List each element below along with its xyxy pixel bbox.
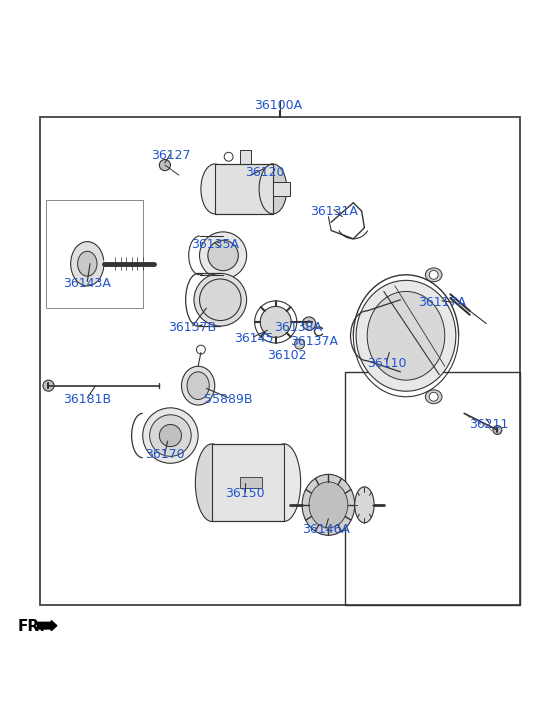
Bar bbox=[240, 477, 262, 489]
Bar bbox=[212, 444, 284, 521]
Bar bbox=[40, 117, 520, 605]
Ellipse shape bbox=[159, 425, 182, 446]
Ellipse shape bbox=[199, 279, 241, 321]
Ellipse shape bbox=[77, 252, 97, 276]
Ellipse shape bbox=[182, 366, 215, 405]
Text: 36137A: 36137A bbox=[291, 335, 339, 348]
Text: 36127: 36127 bbox=[151, 149, 190, 162]
Ellipse shape bbox=[199, 232, 247, 279]
Ellipse shape bbox=[150, 415, 191, 457]
Ellipse shape bbox=[356, 281, 456, 391]
Ellipse shape bbox=[267, 444, 301, 521]
Text: 36143A: 36143A bbox=[63, 277, 111, 289]
Text: 36181B: 36181B bbox=[63, 393, 111, 406]
Text: 36137B: 36137B bbox=[169, 321, 217, 334]
Ellipse shape bbox=[302, 474, 355, 535]
Text: 36135A: 36135A bbox=[190, 238, 239, 251]
Text: 36138A: 36138A bbox=[274, 321, 322, 334]
Text: 36131A: 36131A bbox=[310, 204, 358, 217]
Ellipse shape bbox=[194, 273, 247, 326]
Bar bbox=[345, 371, 520, 605]
FancyArrow shape bbox=[37, 621, 57, 630]
Circle shape bbox=[429, 270, 438, 279]
Ellipse shape bbox=[355, 487, 374, 523]
Ellipse shape bbox=[426, 268, 442, 282]
Circle shape bbox=[197, 345, 206, 354]
Text: 36100A: 36100A bbox=[255, 100, 302, 112]
Text: 36110: 36110 bbox=[367, 357, 406, 370]
Ellipse shape bbox=[71, 241, 104, 286]
Bar bbox=[46, 200, 143, 308]
Circle shape bbox=[159, 159, 170, 171]
Circle shape bbox=[493, 425, 502, 435]
Ellipse shape bbox=[187, 371, 209, 400]
Text: FR.: FR. bbox=[18, 619, 46, 634]
Bar bbox=[240, 150, 251, 164]
Circle shape bbox=[429, 393, 438, 401]
Text: 36146A: 36146A bbox=[302, 523, 350, 537]
Circle shape bbox=[260, 306, 291, 337]
Circle shape bbox=[224, 153, 233, 161]
Text: 36150: 36150 bbox=[226, 487, 265, 500]
Ellipse shape bbox=[309, 482, 348, 528]
Text: 36170: 36170 bbox=[145, 449, 185, 462]
Ellipse shape bbox=[208, 240, 238, 270]
Text: 36211: 36211 bbox=[470, 418, 509, 431]
Ellipse shape bbox=[196, 444, 228, 521]
Ellipse shape bbox=[201, 164, 228, 214]
Ellipse shape bbox=[143, 408, 198, 463]
Text: 55889B: 55889B bbox=[204, 393, 253, 406]
Text: 36145: 36145 bbox=[234, 332, 273, 345]
Text: 36102: 36102 bbox=[267, 349, 306, 362]
Text: 36117A: 36117A bbox=[418, 296, 466, 309]
Circle shape bbox=[306, 321, 312, 326]
Bar bbox=[215, 164, 273, 214]
Bar bbox=[273, 182, 290, 196]
Text: 36120: 36120 bbox=[245, 166, 285, 179]
Ellipse shape bbox=[367, 292, 445, 380]
Circle shape bbox=[43, 380, 54, 391]
Ellipse shape bbox=[426, 390, 442, 403]
Circle shape bbox=[295, 339, 305, 349]
Circle shape bbox=[302, 317, 316, 330]
Ellipse shape bbox=[259, 164, 287, 214]
